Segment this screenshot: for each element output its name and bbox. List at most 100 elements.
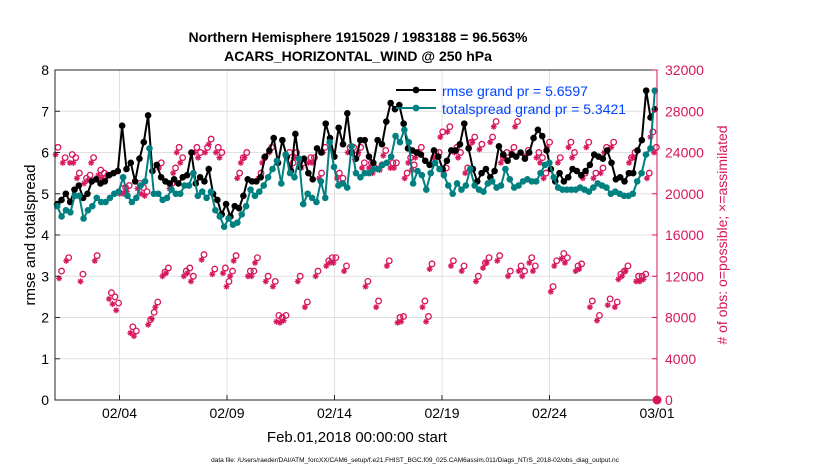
legend: rmse grand pr = 5.6597 totalspread grand… — [396, 83, 626, 117]
obs-possible-point — [275, 311, 283, 319]
spread-point — [633, 178, 641, 185]
spread-point — [154, 190, 162, 198]
obs-assimilated-point — [223, 283, 230, 290]
rmse-point — [127, 159, 135, 167]
obs-possible-point — [588, 297, 596, 305]
spread-point — [185, 182, 193, 189]
obs-assimilated-point — [640, 276, 647, 283]
obs-assimilated-stroke — [384, 263, 390, 269]
x-axis-ticks: 02/04 02/09 02/14 02/19 02/24 03/01 — [102, 395, 675, 421]
obs-assimilated-point — [184, 270, 191, 277]
spread-point — [550, 173, 558, 181]
spread-point — [396, 138, 404, 146]
obs-possible-point — [546, 138, 554, 146]
spread-point — [75, 192, 83, 200]
rmse-point — [58, 196, 65, 204]
obs-possible-point — [624, 262, 632, 270]
obs-possible-point — [417, 143, 425, 151]
rmse-point — [370, 159, 377, 167]
rmse-point — [456, 140, 464, 148]
spread-point — [207, 188, 215, 195]
obs-assimilated-stroke — [405, 160, 411, 166]
spread-point — [141, 178, 149, 185]
rmse-point — [426, 161, 433, 169]
obs-assimilated-stroke — [462, 170, 468, 176]
rmse-point — [335, 124, 342, 132]
obs-possible-point — [606, 295, 614, 303]
obs-assimilated-point — [622, 268, 629, 275]
rmse-point — [153, 161, 161, 169]
rmse-point — [84, 190, 91, 198]
obs-assimilated-point — [216, 154, 223, 161]
obs-possible-point — [510, 143, 518, 151]
obs-assimilated-stroke — [491, 124, 497, 130]
spread-point — [651, 87, 659, 94]
rmse-point — [504, 157, 511, 165]
spread-point — [128, 198, 136, 206]
spread-point — [286, 169, 294, 177]
obs-assimilated-stroke — [248, 273, 255, 279]
spread-point — [418, 171, 426, 179]
obs-assimilated-stroke — [366, 165, 372, 171]
obs-assimilated-point — [462, 170, 469, 177]
obs-assimilated-point — [362, 283, 369, 290]
obs-assimilated-stroke — [437, 134, 443, 140]
rmse-point — [512, 153, 520, 160]
rmse-point — [400, 120, 407, 127]
obs-assimilated-point — [476, 146, 483, 153]
obs-possible-point — [549, 283, 557, 291]
spread-point — [308, 194, 316, 202]
rmse-point — [642, 87, 650, 94]
rmse-point — [339, 140, 347, 148]
obs-possible-point — [189, 272, 197, 280]
spread-point — [106, 194, 114, 202]
obs-possible-point — [115, 299, 122, 307]
obs-assimilated-point — [590, 175, 597, 182]
right-tick-label: 24000 — [665, 145, 704, 161]
rmse-point — [443, 157, 451, 165]
rmse-point — [365, 153, 373, 160]
spread-point — [440, 171, 448, 179]
rmse-point — [253, 178, 260, 185]
obs-possible-point — [531, 262, 539, 270]
obs-assimilated-stroke — [637, 278, 643, 284]
obs-assimilated-point — [469, 139, 476, 146]
obs-assimilated-stroke — [295, 278, 301, 284]
obs-possible-point — [567, 138, 575, 146]
obs-assimilated-stroke — [476, 146, 483, 152]
obs-assimilated-point — [626, 159, 633, 166]
obs-assimilated-stroke — [313, 273, 319, 279]
obs-assimilated-stroke — [448, 263, 454, 269]
obs-possible-point — [489, 133, 497, 141]
obs-possible-point — [86, 171, 94, 179]
spread-point — [629, 190, 637, 198]
obs-possible-point — [125, 182, 133, 189]
obs-assimilated-stroke — [391, 165, 397, 171]
obs-assimilated-stroke — [106, 296, 112, 302]
left-tick-label: 6 — [41, 145, 49, 161]
obs-possible-point — [343, 262, 350, 270]
obs-possible-point — [232, 252, 240, 260]
spread-point — [365, 169, 373, 177]
obs-assimilated-stroke — [398, 319, 404, 325]
obs-assimilated-stroke — [362, 284, 369, 290]
legend-rmse-marker — [412, 86, 420, 94]
obs-possible-point — [496, 252, 504, 260]
spread-point — [251, 192, 259, 200]
obs-assimilated-point — [558, 255, 565, 262]
spread-point — [431, 159, 439, 167]
spread-point — [212, 206, 219, 214]
obs-possible-point — [428, 260, 436, 268]
obs-assimilated-point — [529, 268, 536, 275]
spread-point — [603, 184, 610, 191]
obs-assimilated-point — [512, 123, 519, 130]
x-axis-label: Feb.01,2018 00:00:00 start — [267, 429, 448, 446]
spread-point — [242, 202, 250, 210]
spread-point — [234, 219, 241, 226]
obs-assimilated-stroke — [127, 330, 133, 336]
obs-possible-point — [599, 164, 607, 172]
obs-assimilated-stroke — [469, 139, 475, 145]
obs-possible-point — [172, 164, 179, 172]
rmse-point — [378, 140, 386, 148]
